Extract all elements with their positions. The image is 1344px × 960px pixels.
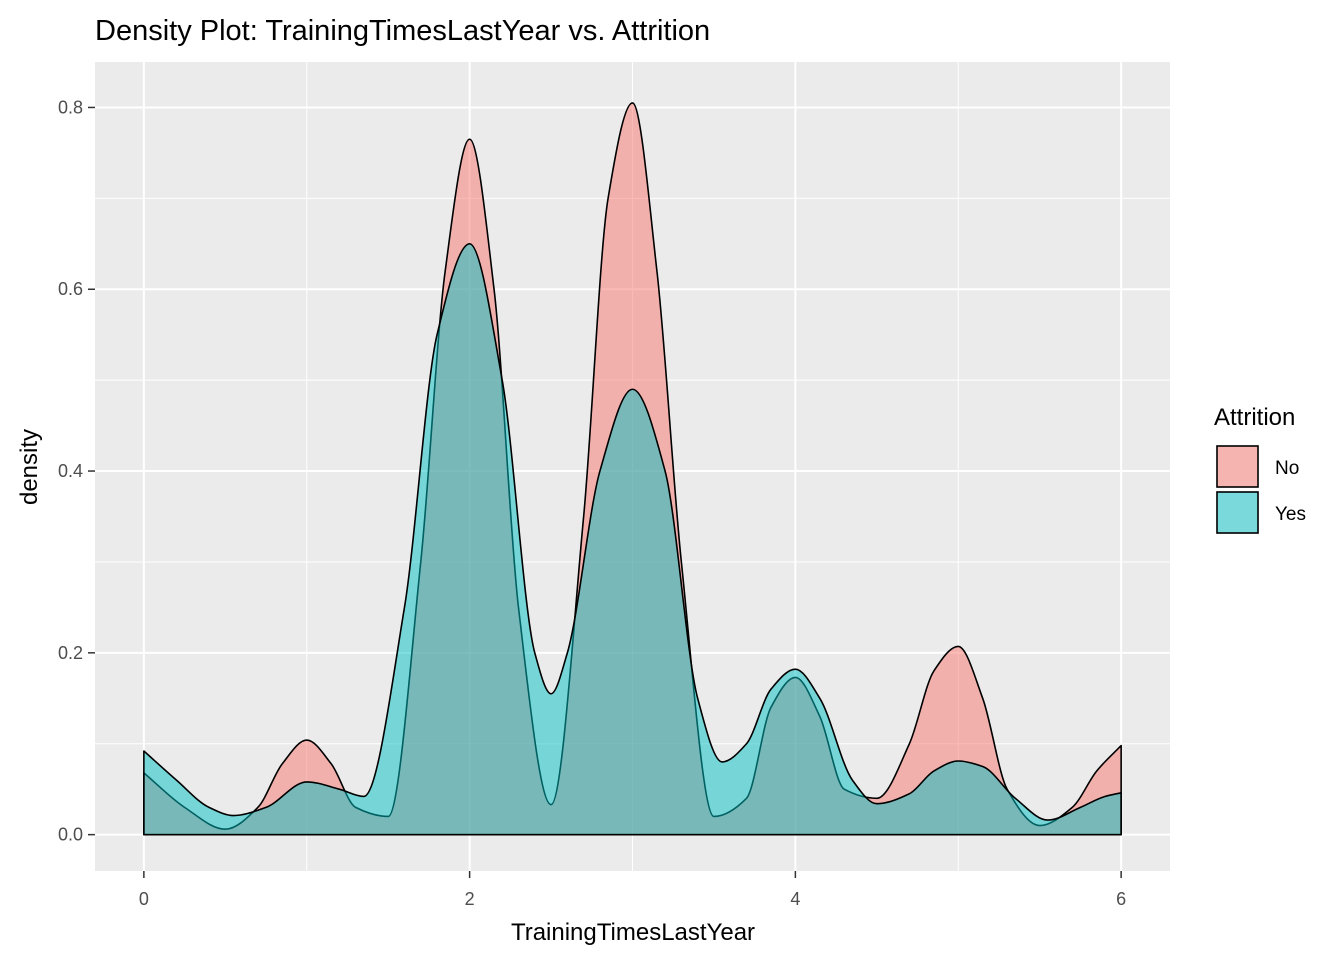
chart-title: Density Plot: TrainingTimesLastYear vs. …: [95, 15, 710, 47]
x-tick-label: 4: [790, 889, 800, 909]
y-tick-label: 0.0: [58, 825, 83, 845]
axis-layer: 0 2 4 6 0.0 0.2 0.4 0.6 0.8: [58, 97, 1126, 909]
x-axis-title: TrainingTimesLastYear: [511, 919, 755, 946]
x-tick-label: 2: [465, 889, 475, 909]
y-tick-label: 0.2: [58, 643, 83, 663]
legend-items: No Yes: [1216, 445, 1306, 534]
y-tick-label: 0.8: [58, 97, 83, 117]
legend-swatch-yes: [1216, 491, 1259, 534]
legend-label-no: No: [1275, 458, 1299, 479]
legend-label-yes: Yes: [1275, 504, 1306, 525]
legend: Attrition No Yes: [1214, 404, 1306, 534]
x-tick-label: 6: [1116, 889, 1126, 909]
density-area-yes: [143, 243, 1122, 836]
series-layer: [143, 102, 1122, 836]
y-axis-title: density: [16, 429, 43, 505]
legend-swatch-no: [1216, 445, 1259, 488]
legend-title: Attrition: [1214, 404, 1295, 431]
x-tick-label: 0: [139, 889, 149, 909]
y-tick-label: 0.4: [58, 461, 83, 481]
y-tick-label: 0.6: [58, 279, 83, 299]
